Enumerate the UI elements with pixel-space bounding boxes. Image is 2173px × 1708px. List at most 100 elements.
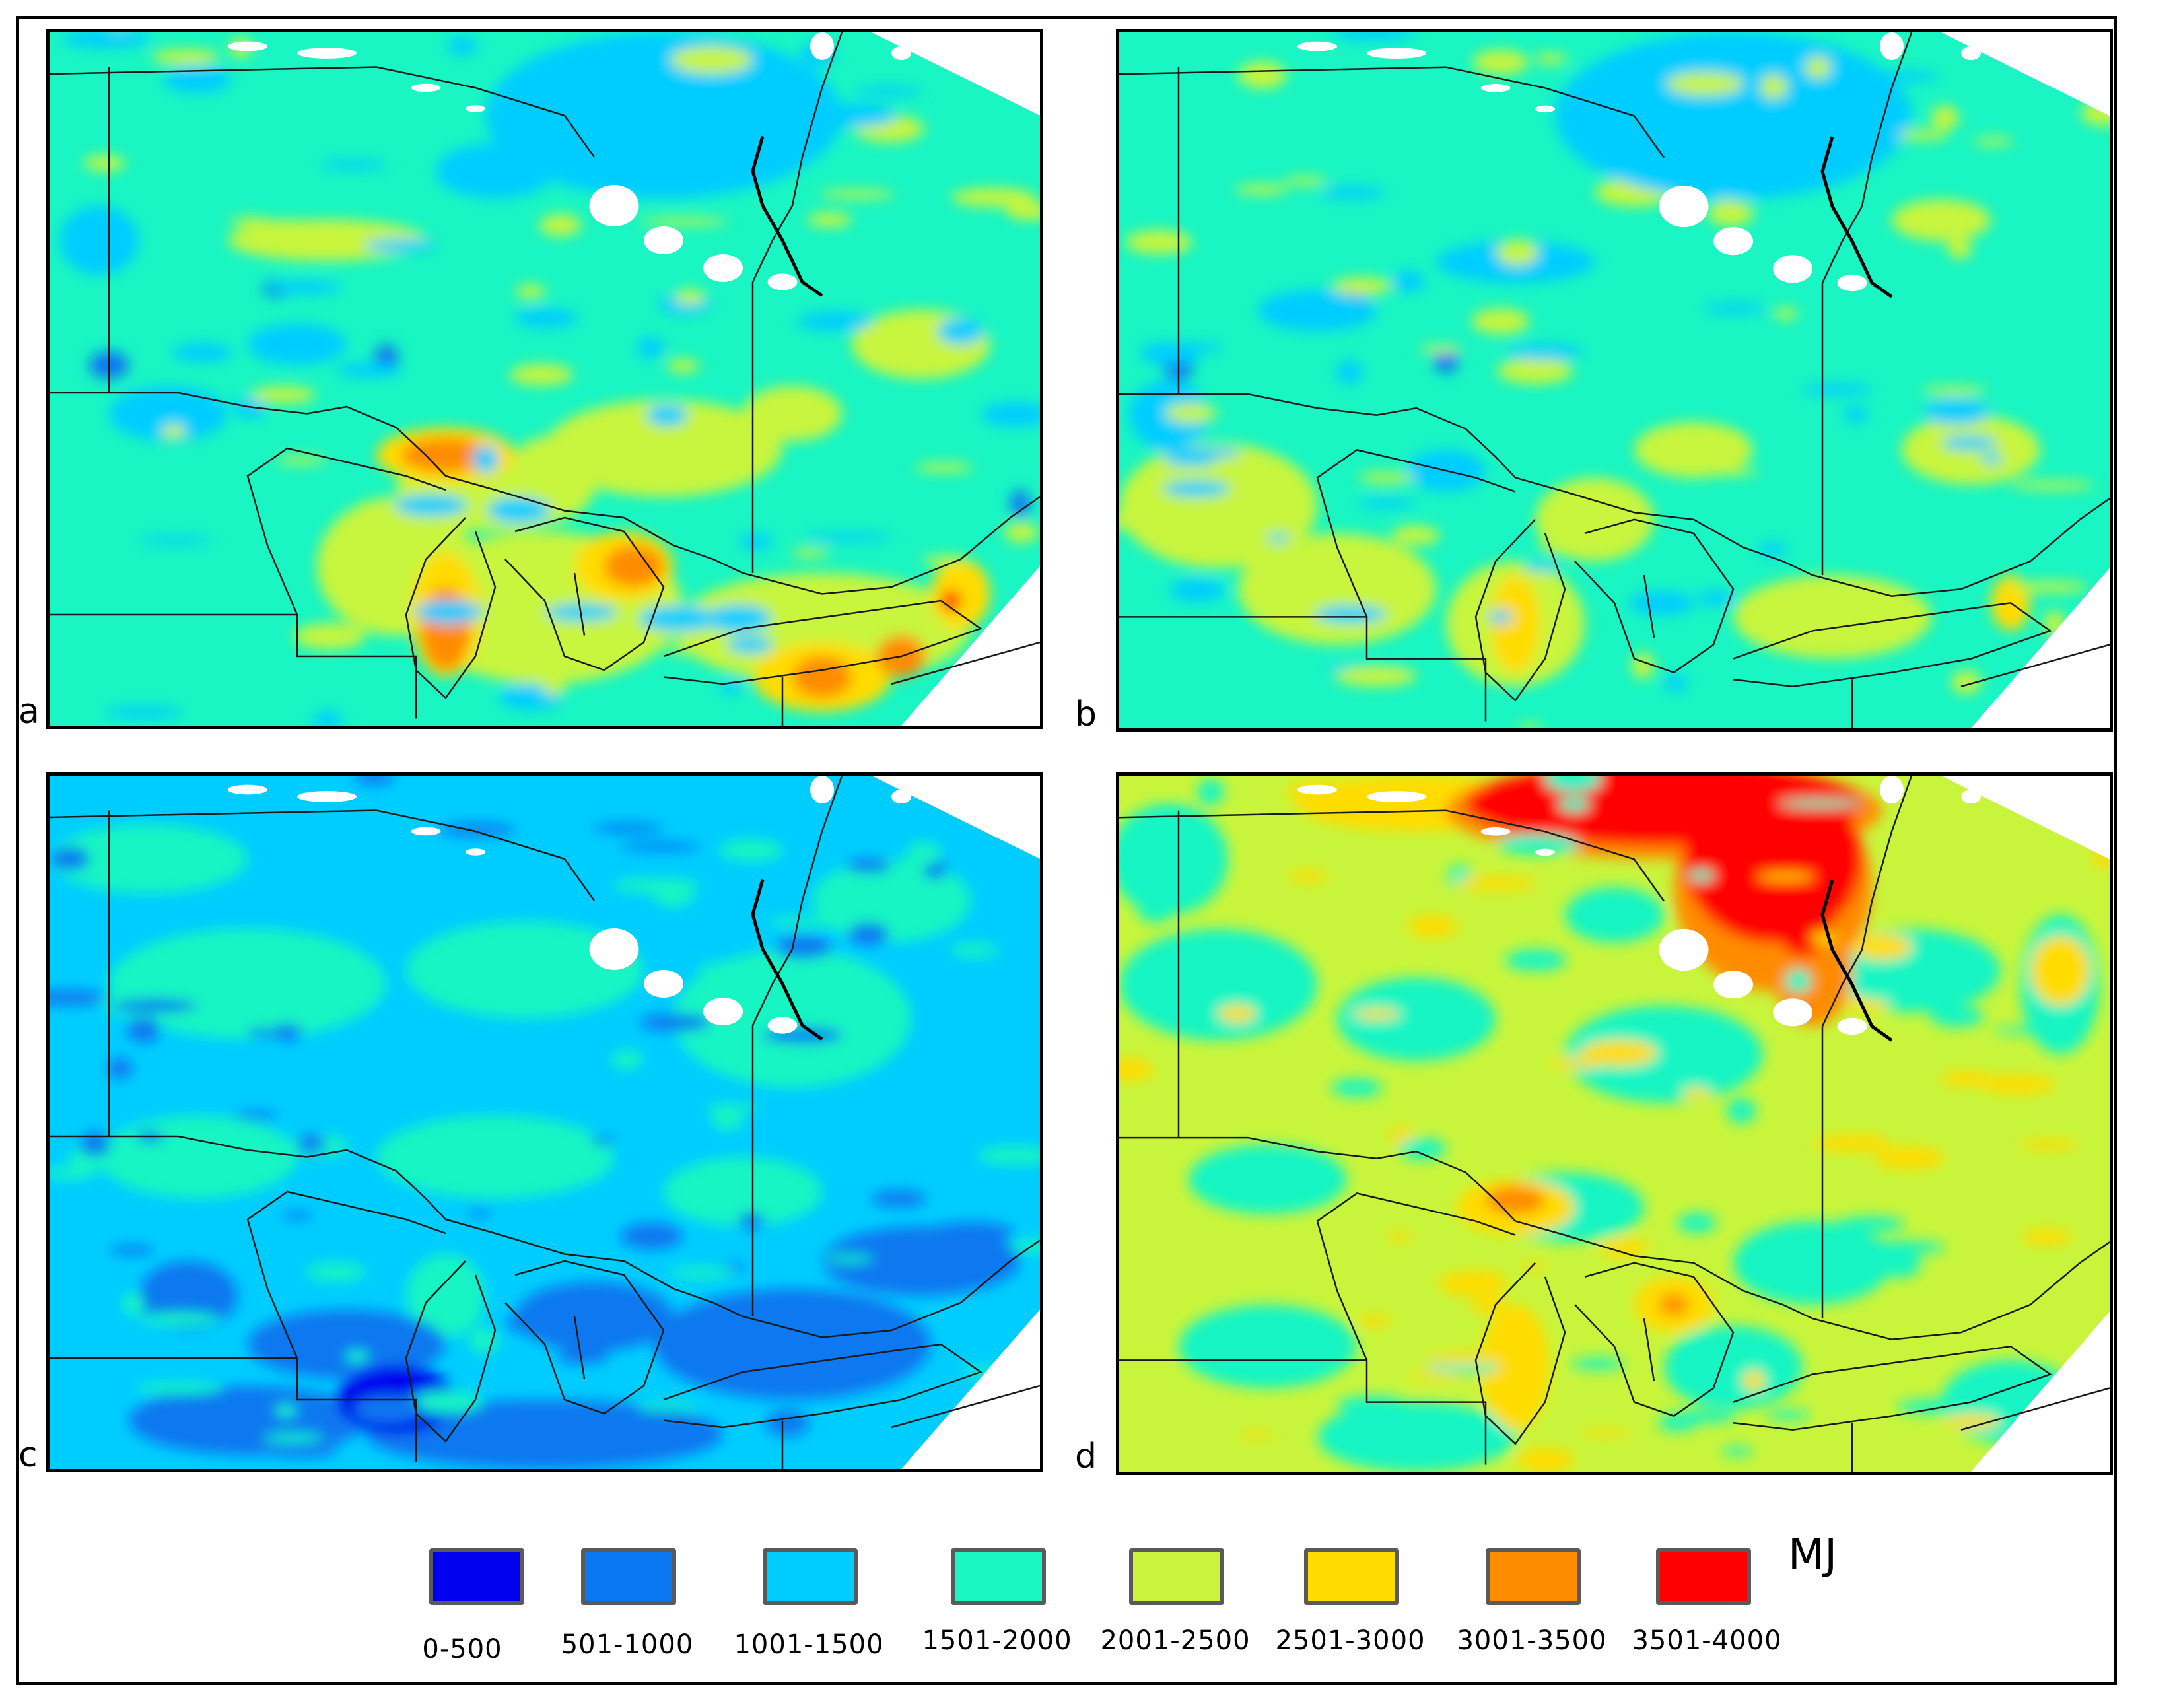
lake-shape — [703, 998, 743, 1025]
field-blob — [791, 549, 829, 558]
field-blob — [1238, 1431, 1274, 1439]
border-line — [751, 32, 843, 283]
field-blob — [1774, 308, 1798, 320]
lake-shape — [1535, 105, 1555, 113]
border-line — [1179, 393, 2110, 598]
field-blob — [50, 847, 90, 871]
border-line — [1119, 809, 1665, 902]
lake-shape — [228, 41, 267, 51]
field-blob — [1529, 1448, 1564, 1472]
field-blob — [1766, 1410, 1811, 1420]
field-blob — [1519, 1262, 1548, 1271]
field-blob — [1941, 436, 1997, 450]
lake-shape — [767, 1017, 798, 1034]
field-blob — [1721, 90, 1767, 112]
field-blob — [636, 1403, 701, 1412]
lake-shape — [810, 32, 834, 60]
field-blob — [1979, 1074, 2056, 1095]
border-line — [1733, 1345, 2052, 1431]
lake-shape — [411, 83, 441, 92]
map-panel-c — [46, 772, 1043, 1472]
field-blob — [1317, 1402, 1515, 1472]
field-blob — [1505, 949, 1567, 971]
legend-label-4: 1501-2000 — [922, 1625, 1072, 1656]
field-blob — [1470, 1296, 1506, 1314]
field-blob — [151, 49, 220, 65]
field-blob — [1352, 1008, 1401, 1019]
lake-shape — [411, 827, 441, 836]
field-blob — [1544, 776, 1602, 792]
field-blob — [274, 1404, 297, 1418]
field-blob — [1924, 398, 1990, 425]
field-blob — [1517, 723, 1543, 728]
field-blob — [1358, 498, 1416, 508]
field-blob — [112, 999, 198, 1013]
field-blob — [1496, 358, 1573, 384]
field-blob — [83, 155, 126, 171]
field-blob — [172, 343, 234, 362]
field-blob — [1598, 1238, 1649, 1257]
map-cool — [50, 776, 1040, 1469]
field-blob — [1874, 1146, 1945, 1170]
field-blob — [1844, 407, 1867, 423]
border-line — [50, 66, 596, 158]
lake-shape — [1297, 41, 1337, 51]
field-blob — [1497, 239, 1538, 265]
map-panel-b — [1116, 29, 2113, 732]
energy-field — [50, 776, 1040, 1469]
field-blob — [272, 1023, 302, 1041]
border-line — [1316, 449, 1516, 617]
lake-shape — [891, 790, 911, 803]
field-blob — [639, 1013, 711, 1031]
border-line — [50, 613, 417, 719]
field-blob — [556, 1348, 609, 1365]
field-blob — [1003, 811, 1029, 834]
field-blob — [1940, 1071, 1993, 1087]
field-blob — [306, 1262, 367, 1281]
field-blob — [640, 218, 729, 226]
field-blob — [122, 1291, 144, 1316]
field-blob — [1664, 1325, 1803, 1410]
field-blob — [727, 636, 773, 654]
field-blob — [1489, 610, 1513, 624]
border-line — [891, 641, 1040, 685]
lake-shape — [767, 273, 798, 290]
field-blob — [1218, 1005, 1257, 1023]
field-blob — [668, 1267, 736, 1280]
legend-label-5: 2001-2500 — [1100, 1625, 1251, 1656]
legend-swatch-7 — [1486, 1548, 1581, 1605]
field-blob — [80, 1132, 110, 1157]
field-blob — [2022, 1229, 2072, 1245]
field-blob — [294, 228, 349, 242]
field-blob — [1163, 458, 1216, 467]
field-blob — [1836, 1216, 1906, 1233]
panel-label-c: c — [18, 1435, 38, 1475]
border-line — [50, 1357, 417, 1462]
lake-shape — [703, 254, 743, 282]
field-blob — [1189, 1144, 1347, 1215]
field-blob — [2043, 610, 2066, 637]
field-blob — [1565, 887, 1664, 943]
field-blob — [246, 1028, 278, 1038]
field-blob — [1634, 422, 1753, 478]
legend-swatch-3 — [763, 1548, 858, 1605]
field-blob — [1980, 453, 2003, 465]
field-blob — [1247, 1152, 1272, 1177]
lake-shape — [589, 928, 639, 970]
field-blob — [1875, 71, 1939, 82]
field-blob — [743, 386, 842, 442]
field-blob — [1233, 484, 1257, 502]
lake-shape — [1297, 784, 1337, 795]
field-blob — [109, 386, 228, 442]
field-blob — [1119, 512, 1172, 530]
field-blob — [1947, 238, 1972, 259]
border-line — [1821, 32, 1913, 283]
field-blob — [1814, 1134, 1892, 1152]
field-blob — [670, 46, 753, 74]
field-blob — [1950, 670, 1982, 694]
field-blob — [1197, 778, 1224, 805]
field-blob — [1234, 184, 1289, 195]
lake-shape — [1659, 185, 1709, 228]
field-blob — [950, 942, 999, 958]
border-line — [1474, 518, 1566, 702]
